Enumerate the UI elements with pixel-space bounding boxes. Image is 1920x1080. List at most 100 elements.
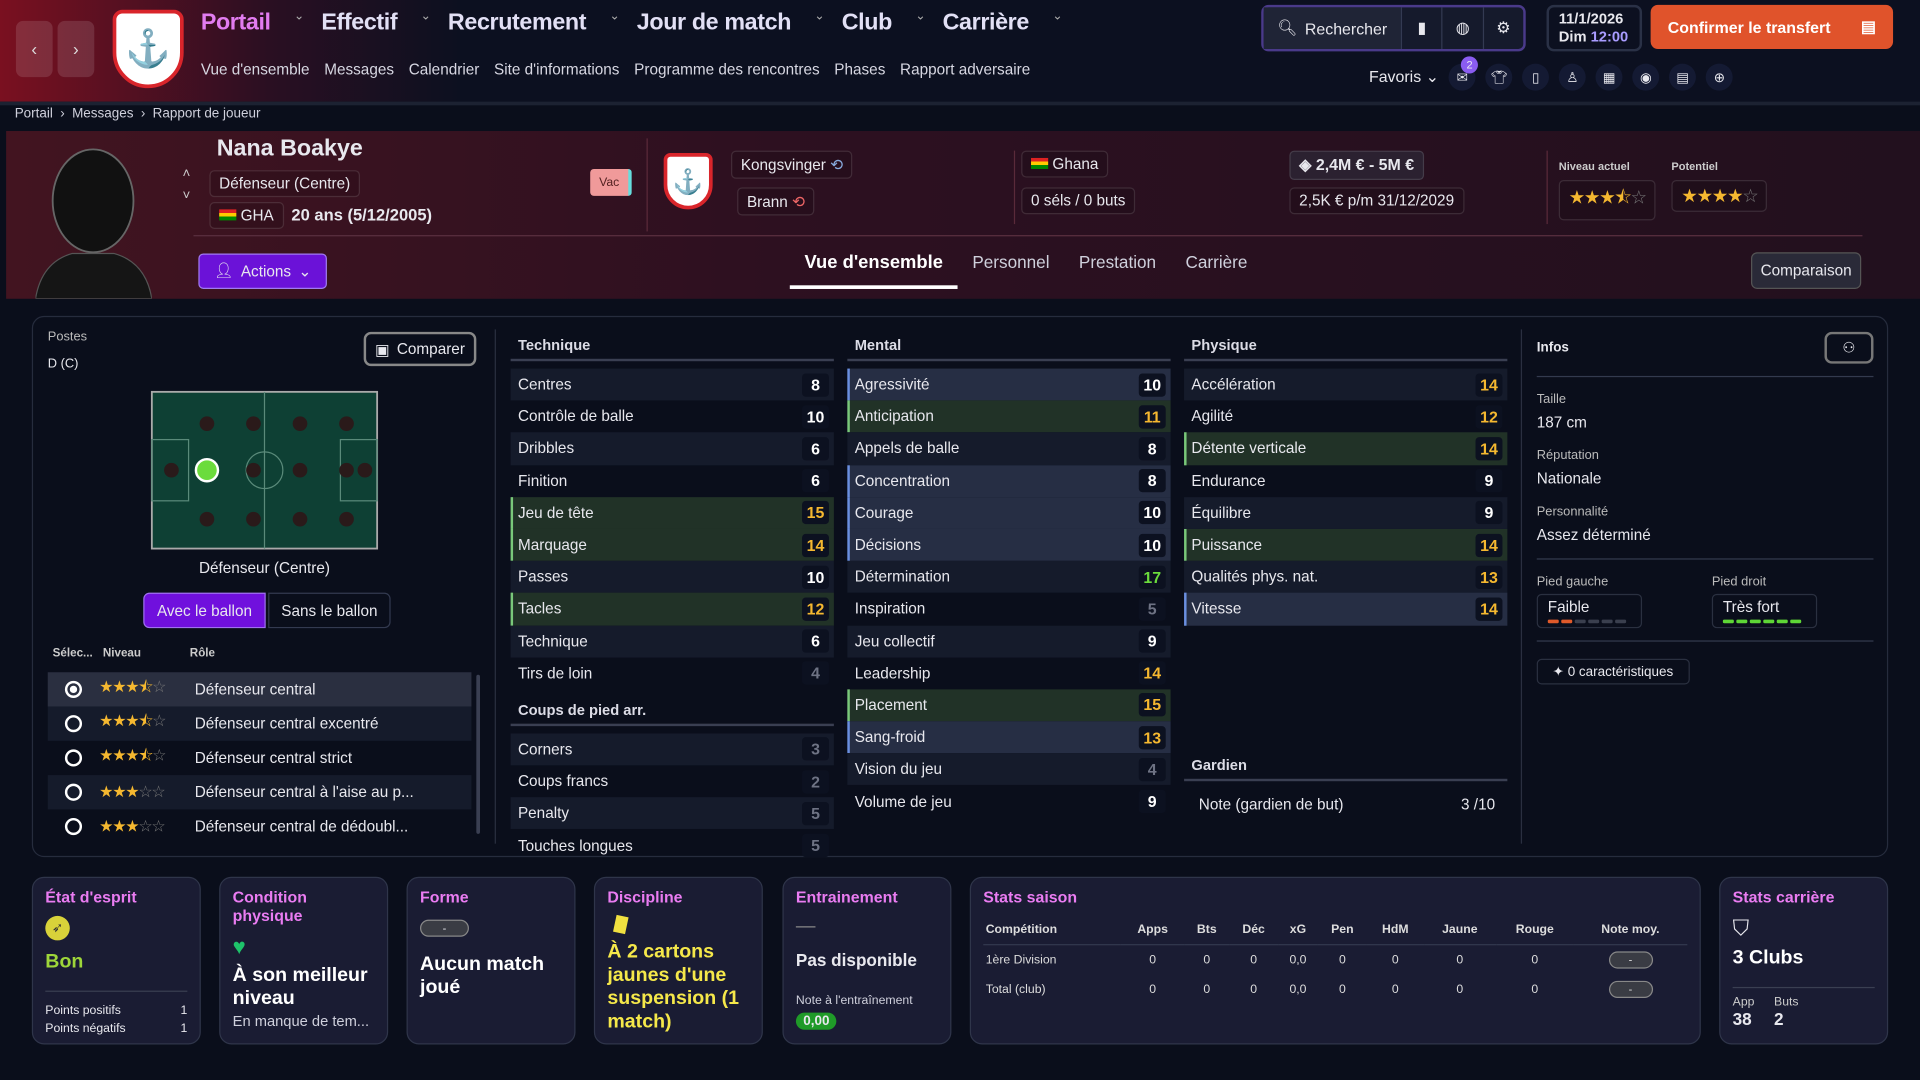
nav-menu-item[interactable]: Jour de match bbox=[636, 9, 792, 36]
globe-icon[interactable]: ◍ bbox=[1441, 7, 1483, 49]
loan-club-link[interactable]: Brann ⟲ bbox=[737, 187, 815, 216]
role-row[interactable]: ★★★⯪☆ Défenseur central excentré bbox=[47, 706, 472, 741]
role-radio[interactable] bbox=[64, 783, 83, 801]
staff-icon[interactable]: ♙ bbox=[1558, 63, 1586, 91]
personality-wheel-button[interactable]: ⚇ bbox=[1824, 331, 1874, 364]
club-crest[interactable]: ⚓ bbox=[663, 153, 713, 210]
favorites-dropdown[interactable]: Favoris ⌄ bbox=[1368, 67, 1439, 86]
comparison-button[interactable]: Comparaison bbox=[1751, 252, 1862, 289]
attribute-row[interactable]: Marquage 14 bbox=[510, 528, 834, 561]
traits-button[interactable]: ✦ 0 caractéristiques bbox=[1536, 658, 1690, 685]
table-row[interactable]: 1ère Division 0 0 0 0,0 0 0 0 0 - bbox=[983, 945, 1687, 975]
actions-button[interactable]: 👤︎ Actions ⌄ bbox=[198, 253, 327, 289]
confirm-transfer-button[interactable]: Confirmer le transfert ▤ bbox=[1650, 4, 1894, 49]
bookmark-icon[interactable]: ▮ bbox=[1400, 7, 1442, 49]
attribute-row[interactable]: Courage 10 bbox=[847, 496, 1171, 529]
search-button[interactable]: 🔍︎ Rechercher bbox=[1263, 7, 1401, 49]
attribute-row[interactable]: Touches longues 5 bbox=[511, 830, 834, 862]
attribute-row[interactable]: Sang-froid 13 bbox=[847, 721, 1171, 754]
attribute-row[interactable]: Centres 8 bbox=[510, 368, 834, 401]
role-radio[interactable] bbox=[64, 715, 83, 733]
phone-icon[interactable]: ▯ bbox=[1522, 63, 1550, 91]
subnav-link[interactable]: Programme des rencontres bbox=[634, 61, 820, 79]
attribute-row[interactable]: Jeu collectif 9 bbox=[847, 625, 1171, 658]
forward-button[interactable]: › bbox=[57, 20, 95, 78]
attribute-row[interactable]: Technique 6 bbox=[510, 625, 834, 658]
roles-scrollbar[interactable] bbox=[476, 674, 481, 834]
tab[interactable]: Personnel bbox=[972, 252, 1050, 272]
vacation-status-badge[interactable]: Vac bbox=[590, 168, 632, 196]
gear-icon[interactable]: ⚙ bbox=[1482, 7, 1523, 49]
club-link[interactable]: Kongsvinger ⟲ bbox=[731, 150, 853, 179]
role-radio[interactable] bbox=[64, 680, 83, 698]
training-card[interactable]: Entrainement — Pas disponible Note à l'e… bbox=[782, 876, 952, 1045]
attribute-row[interactable]: Dribbles 6 bbox=[510, 432, 834, 465]
attribute-row[interactable]: Vitesse 14 bbox=[1184, 593, 1508, 626]
attribute-row[interactable]: Anticipation 11 bbox=[847, 400, 1171, 433]
table-row[interactable]: Total (club) 0 0 0 0,0 0 0 0 0 - bbox=[983, 975, 1687, 1004]
with-ball-toggle[interactable]: Avec le ballon bbox=[143, 592, 266, 629]
tab[interactable]: Prestation bbox=[1078, 252, 1157, 272]
attribute-row[interactable]: Jeu de tête 15 bbox=[510, 496, 834, 529]
subnav-link[interactable]: Site d'informations bbox=[494, 61, 620, 79]
attribute-row[interactable]: Leadership 14 bbox=[847, 657, 1170, 689]
attribute-row[interactable]: Puissance 14 bbox=[1184, 528, 1508, 561]
role-row[interactable]: ★★★☆☆ Défenseur central de dédoubl... bbox=[48, 809, 472, 843]
attribute-row[interactable]: Finition 6 bbox=[511, 465, 834, 497]
attribute-row[interactable]: Contrôle de balle 10 bbox=[511, 401, 834, 433]
subnav-link[interactable]: Messages bbox=[324, 61, 395, 79]
attribute-row[interactable]: Penalty 5 bbox=[510, 797, 834, 830]
breadcrumb-item[interactable]: Messages bbox=[72, 106, 134, 122]
fitness-card[interactable]: Condition physique ♥ À son meilleur nive… bbox=[219, 876, 389, 1045]
club-crest-logo[interactable]: ⚓ bbox=[112, 9, 184, 89]
tab[interactable]: Carrière bbox=[1185, 252, 1248, 272]
attribute-row[interactable]: Concentration 8 bbox=[847, 464, 1171, 497]
role-radio[interactable] bbox=[64, 817, 83, 836]
attribute-row[interactable]: Coups francs 2 bbox=[511, 765, 834, 797]
attribute-row[interactable]: Décisions 10 bbox=[847, 528, 1171, 561]
messages-icon[interactable]: ✉ 2 bbox=[1448, 56, 1479, 91]
tab[interactable]: Vue d'ensemble bbox=[789, 245, 958, 289]
discipline-card[interactable]: Discipline À 2 cartons jaunes d'une susp… bbox=[593, 876, 763, 1045]
attribute-row[interactable]: Équilibre 9 bbox=[1184, 496, 1508, 529]
report-icon[interactable]: ▤ bbox=[1669, 63, 1697, 91]
nav-menu-item[interactable]: Recrutement bbox=[447, 9, 587, 36]
attribute-row[interactable]: Inspiration 5 bbox=[847, 593, 1170, 625]
attribute-row[interactable]: Agressivité 10 bbox=[847, 368, 1171, 401]
role-row[interactable]: ★★★☆☆ Défenseur central à l'aise au p... bbox=[47, 775, 472, 810]
nav-menu-item[interactable]: Effectif bbox=[321, 9, 398, 36]
compare-button[interactable]: ▣ Comparer bbox=[363, 331, 477, 367]
nation-link[interactable]: Ghana bbox=[1021, 150, 1109, 178]
role-radio[interactable] bbox=[64, 749, 83, 767]
season-stats-card[interactable]: Stats saison Compétition Apps Bts Déc xG Pen H… bbox=[969, 876, 1701, 1045]
attribute-row[interactable]: Tirs de loin 4 bbox=[511, 657, 834, 689]
subnav-link[interactable]: Rapport adversaire bbox=[900, 61, 1031, 79]
back-button[interactable]: ‹ bbox=[15, 20, 53, 78]
attribute-row[interactable]: Vision du jeu 4 bbox=[847, 753, 1171, 786]
attribute-row[interactable]: Accélération 14 bbox=[1184, 368, 1508, 401]
subnav-link[interactable]: Vue d'ensemble bbox=[200, 61, 310, 79]
morale-card[interactable]: État d'esprit ➶ Bon Points positifs 1 Poi… bbox=[31, 876, 201, 1045]
shirt-icon[interactable]: 👕︎ bbox=[1485, 63, 1513, 91]
attribute-row[interactable]: Agilité 12 bbox=[1184, 401, 1507, 433]
attribute-row[interactable]: Endurance 9 bbox=[1184, 465, 1507, 497]
attribute-row[interactable]: Qualités phys. nat. 13 bbox=[1184, 560, 1508, 594]
subnav-link[interactable]: Calendrier bbox=[408, 61, 480, 79]
position-pitch[interactable] bbox=[150, 390, 379, 550]
attribute-row[interactable]: Volume de jeu 9 bbox=[847, 785, 1170, 817]
attribute-row[interactable]: Corners 3 bbox=[510, 733, 834, 766]
form-card[interactable]: Forme - Aucun match joué bbox=[406, 876, 576, 1045]
world-icon[interactable]: ⊕ bbox=[1705, 63, 1733, 91]
subnav-link[interactable]: Phases bbox=[834, 61, 886, 79]
role-row[interactable]: ★★★⯪☆ Défenseur central strict bbox=[48, 741, 472, 775]
nav-menu-item[interactable]: Carrière bbox=[942, 9, 1030, 36]
nav-menu-item[interactable]: Portail bbox=[200, 9, 271, 36]
without-ball-toggle[interactable]: Sans le ballon bbox=[268, 592, 391, 629]
attribute-row[interactable]: Passes 10 bbox=[510, 560, 834, 594]
attribute-row[interactable]: Placement 15 bbox=[847, 689, 1171, 722]
role-row[interactable]: ★★★⯪☆ Défenseur central bbox=[47, 672, 472, 707]
attribute-row[interactable]: Appels de balle 8 bbox=[847, 432, 1171, 465]
scout-icon[interactable]: ◉ bbox=[1632, 63, 1660, 91]
game-date[interactable]: 11/1/2026 Dim 12:00 bbox=[1546, 4, 1643, 52]
player-switch-arrows[interactable]: ˄ ˅ bbox=[182, 166, 191, 204]
